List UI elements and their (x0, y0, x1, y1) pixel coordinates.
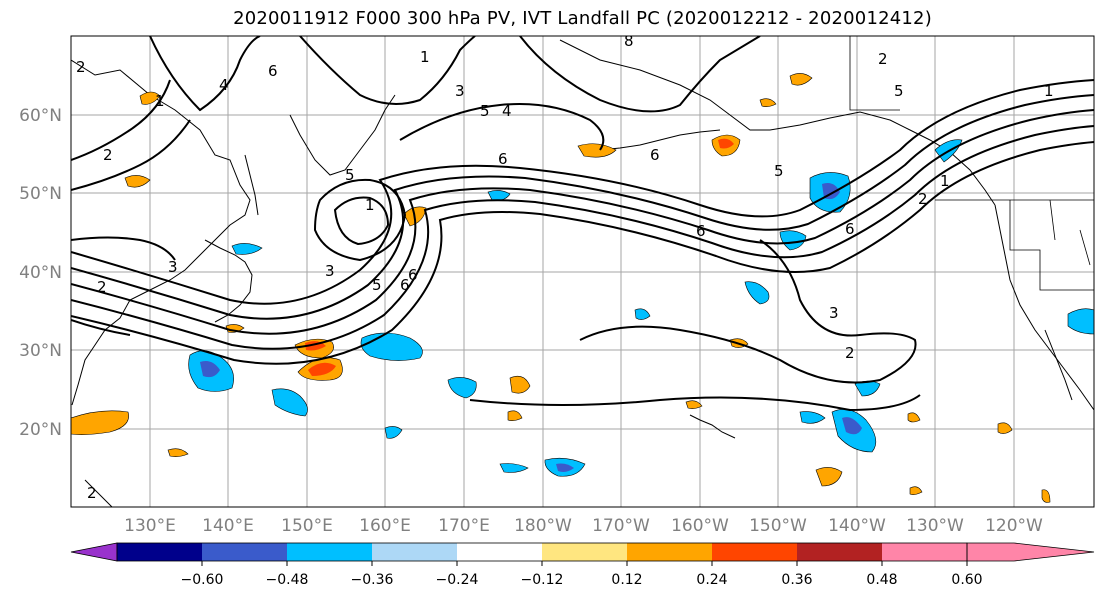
contour-label: 5 (774, 162, 784, 180)
lat-label: 50°N (19, 184, 62, 204)
lon-label: 150°W (749, 516, 807, 536)
lon-label: 140°W (828, 516, 886, 536)
lon-label: 130°E (124, 516, 176, 536)
contour-label: 2 (97, 278, 107, 296)
colorbar-segment (797, 543, 882, 561)
contour-label: 6 (498, 150, 508, 168)
contour-label: 6 (845, 220, 855, 238)
contour-label: 5 (480, 102, 490, 120)
colorbar-tick-label: 0.48 (866, 572, 897, 588)
lon-label: 160°W (671, 516, 729, 536)
contour-label: 8 (624, 32, 634, 50)
coastline-japan (204, 239, 253, 323)
contour-label: 6 (400, 276, 410, 294)
colorbar-segment (372, 543, 457, 561)
contour-label: 1 (1044, 82, 1054, 100)
coastline-sakhalin (244, 154, 259, 216)
lon-label: 150°E (281, 516, 333, 536)
coastline-baja (1044, 329, 1073, 401)
colorbar-segment (542, 543, 627, 561)
ivt-shading (71, 73, 1094, 503)
colorbar-tick-label: −0.36 (351, 572, 394, 588)
pv-contours (71, 36, 1094, 412)
borders (849, 36, 1094, 291)
lat-label: 40°N (19, 263, 62, 283)
contour-label: 1 (940, 172, 950, 190)
contour-label: 1 (420, 48, 430, 66)
lon-label: 180°W (514, 516, 572, 536)
colorbar-segment (287, 543, 372, 561)
colorbar-tick-label: 0.12 (611, 572, 642, 588)
contour-label: 6 (408, 266, 418, 284)
contour-label: 6 (268, 62, 278, 80)
contour-label: 3 (325, 262, 335, 280)
contour-label: 3 (455, 82, 465, 100)
map-border (70, 35, 1095, 508)
coastline-philippines (84, 479, 113, 507)
colorbar-tick-label: 0.24 (696, 572, 727, 588)
contour-label: 1 (365, 196, 375, 214)
contour-label: 3 (168, 258, 178, 276)
coastline-north-america (994, 204, 1094, 411)
contour-label: 2 (918, 190, 928, 208)
coastline-asia (71, 59, 251, 406)
colorbar-segment (712, 543, 797, 561)
contour-label: 5 (894, 82, 904, 100)
colorbar-tick-label: −0.48 (266, 572, 309, 588)
colorbar-segment (117, 543, 202, 561)
colorbar-tick-label: −0.60 (181, 572, 224, 588)
colorbar-tick-label: 0.36 (781, 572, 812, 588)
contour-label: 6 (696, 222, 706, 240)
lon-label: 170°W (592, 516, 650, 536)
contour-label: 3 (829, 304, 839, 322)
contour-label: 5 (372, 276, 382, 294)
coastline-kamchatka (289, 94, 396, 176)
lon-label: 130°W (906, 516, 964, 536)
lon-label: 140°E (202, 516, 254, 536)
colorbar-segment (627, 543, 712, 561)
contour-label: 1 (155, 92, 165, 110)
lon-label: 170°E (438, 516, 490, 536)
colorbar-segment (457, 543, 542, 561)
lon-label: 120°W (985, 516, 1043, 536)
contour-label: 4 (502, 102, 512, 120)
contour-label: 2 (878, 50, 888, 68)
contour-labels: 2 1 4 6 3 5 4 6 6 6 5 6 6 5 1 3 6 2 1 2 … (76, 32, 1054, 502)
colorbar: −0.60 −0.48 −0.36 −0.24 −0.12 0.12 0.24 … (70, 542, 1095, 588)
coastline-aleutians (599, 129, 721, 151)
lat-label: 60°N (19, 106, 62, 126)
coastlines (71, 39, 1094, 507)
coastline-alaska (559, 39, 996, 206)
lat-label: 30°N (19, 341, 62, 361)
contour-label: 2 (87, 484, 97, 502)
contour-label: 6 (650, 146, 660, 164)
contour-label: 2 (845, 344, 855, 362)
lat-label: 20°N (19, 420, 62, 440)
map-title: 2020011912 F000 300 hPa PV, IVT Landfall… (233, 8, 932, 29)
contour-label: 2 (103, 146, 113, 164)
colorbar-tick-label: −0.12 (521, 572, 564, 588)
contour-label: 2 (76, 58, 86, 76)
colorbar-segment (882, 543, 967, 561)
coastline-hawaii (689, 414, 736, 439)
colorbar-extend-low (70, 542, 118, 562)
colorbar-extend-high (966, 542, 1095, 562)
colorbar-segment (202, 543, 287, 561)
colorbar-tick-label: −0.24 (436, 572, 479, 588)
contour-label: 4 (219, 76, 229, 94)
longitude-labels: 130°E 140°E 150°E 160°E 170°E 180°W 170°… (124, 516, 1043, 536)
lon-label: 160°E (359, 516, 411, 536)
colorbar-tick-label: 0.60 (951, 572, 982, 588)
latitude-labels: 60°N 50°N 40°N 30°N 20°N (19, 106, 62, 440)
contour-label: 5 (345, 166, 355, 184)
